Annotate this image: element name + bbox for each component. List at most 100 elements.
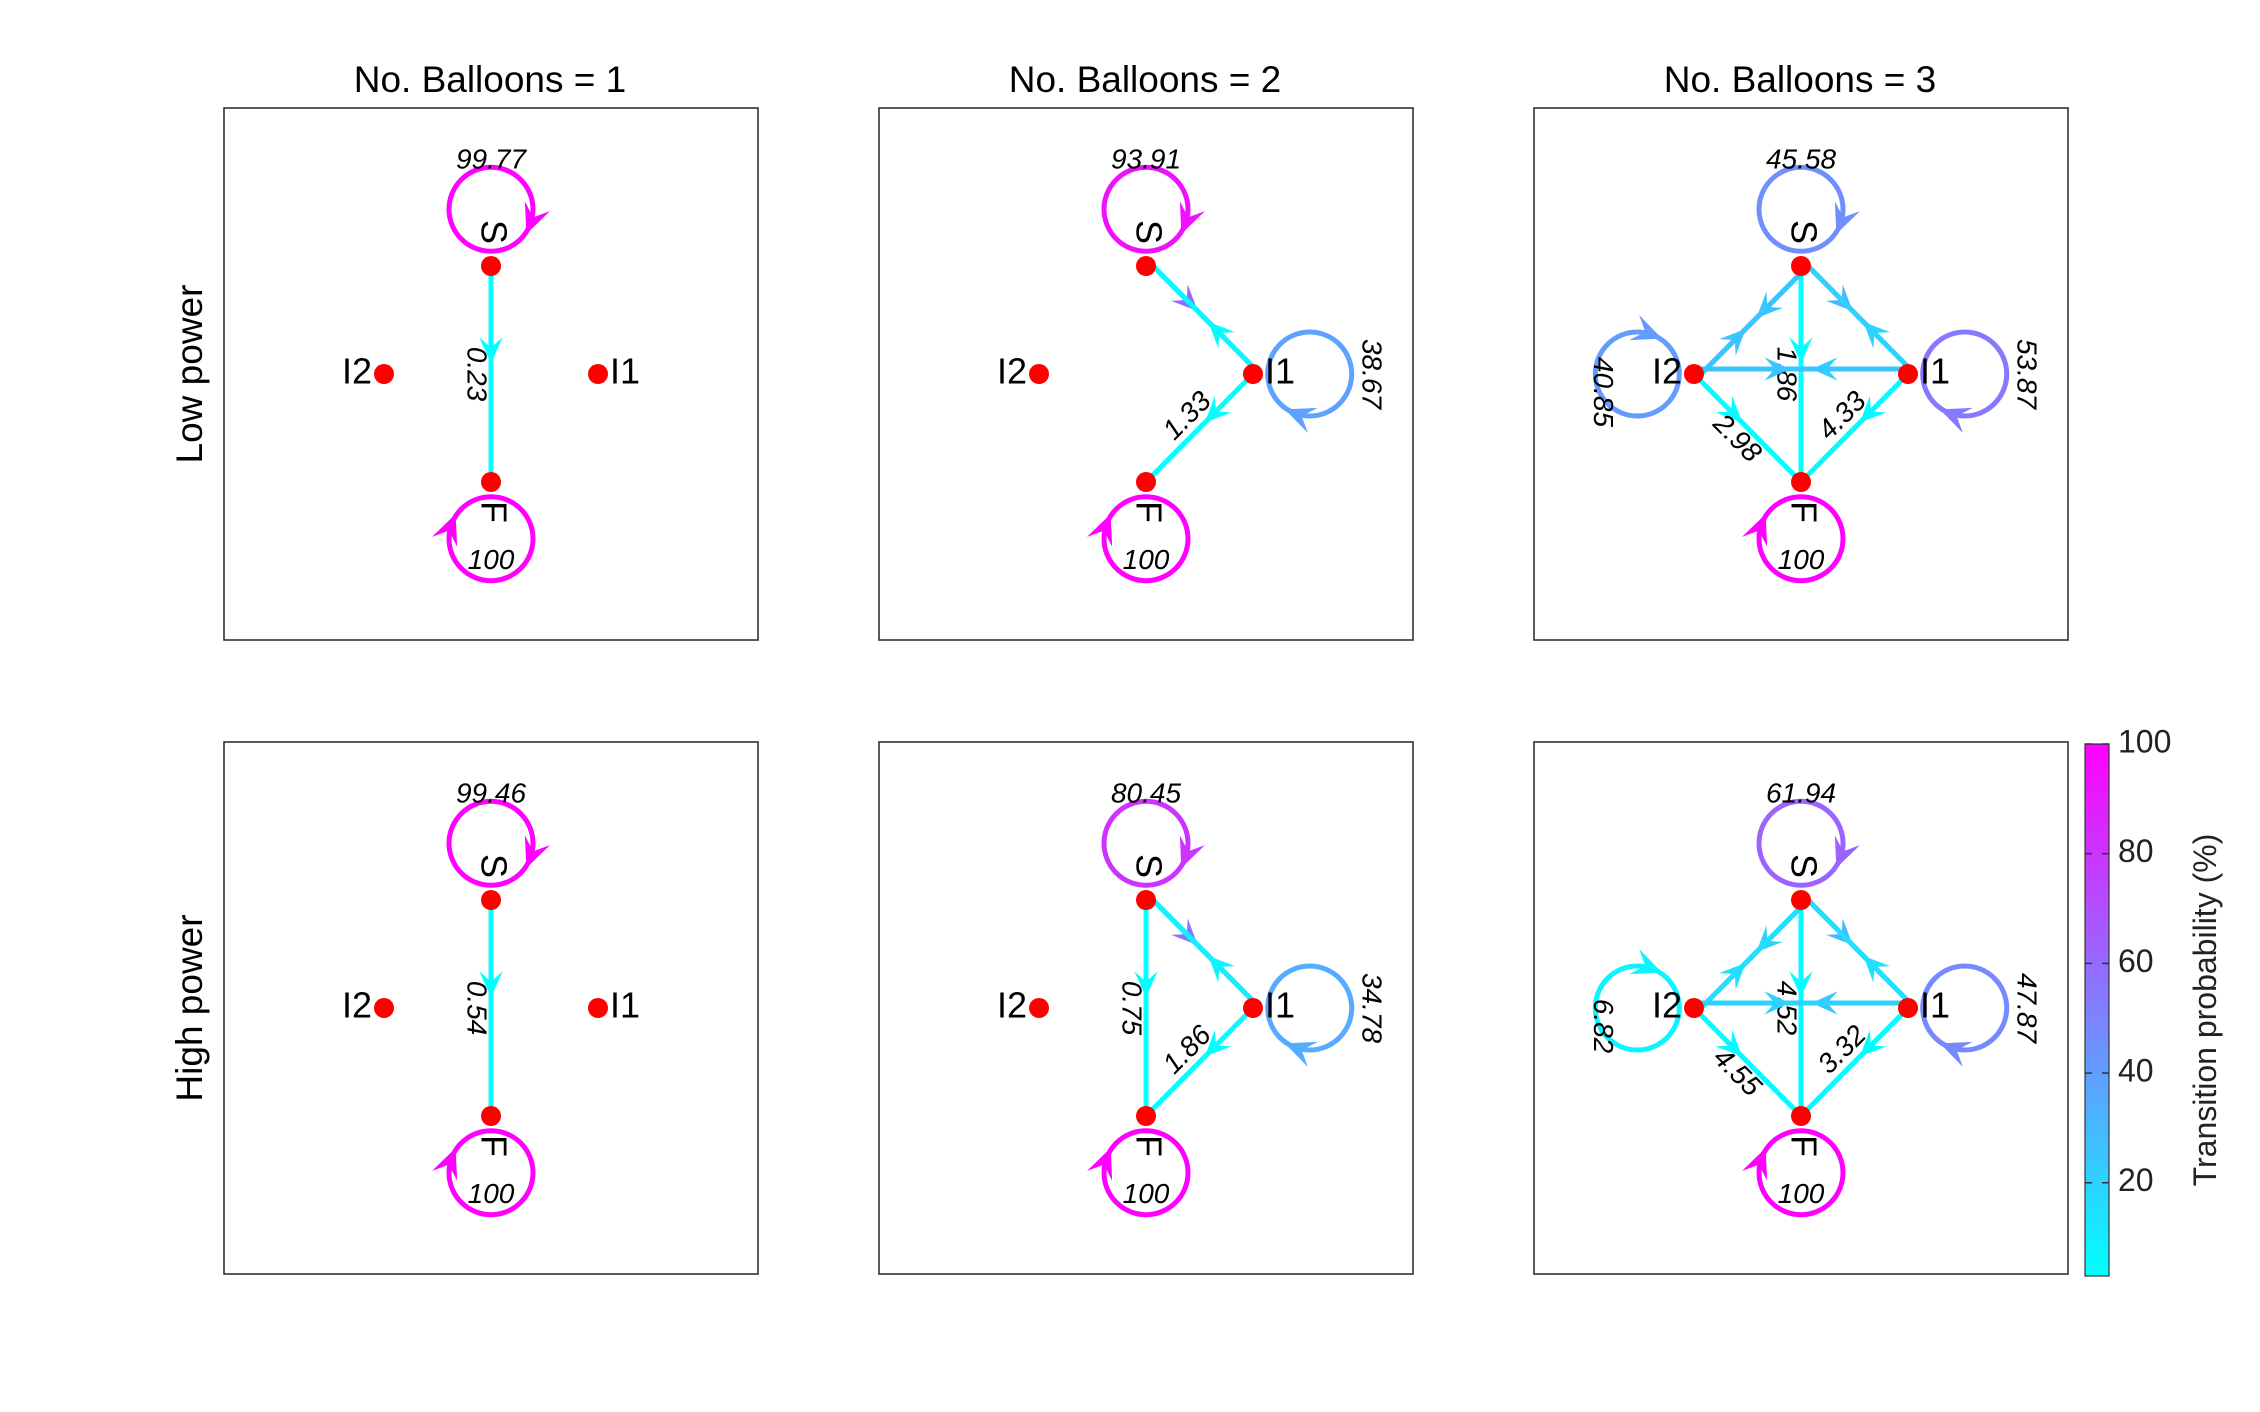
self-loop-arrowhead-F xyxy=(1087,513,1113,547)
self-loop-F xyxy=(1101,494,1191,584)
self-loop-arrowhead-I1 xyxy=(1939,407,1973,433)
node-label-S: S xyxy=(1128,854,1169,878)
self-loop-I1 xyxy=(1265,329,1355,419)
node-I1 xyxy=(588,364,608,384)
self-loop-F xyxy=(1756,494,1846,584)
self-loop-arrowhead-F xyxy=(1742,1147,1768,1181)
arrowhead-S-to-F xyxy=(1789,971,1813,998)
arrowhead-S-to-F xyxy=(479,337,503,364)
node-S xyxy=(481,890,501,910)
node-S xyxy=(481,256,501,276)
self-loop-S xyxy=(1101,164,1191,254)
self-loop-label-F: 100 xyxy=(1778,544,1825,575)
colorbar-tick-label-40: 40 xyxy=(2118,1053,2154,1089)
edge-I2-to-S xyxy=(1695,267,1808,381)
self-loop-label-F: 100 xyxy=(1778,1178,1825,1209)
node-label-I1: I1 xyxy=(610,985,640,1026)
self-loop-I1 xyxy=(1920,329,2010,419)
self-loop-arrowhead-S xyxy=(1179,201,1205,235)
node-label-I2: I2 xyxy=(997,351,1027,392)
node-I2 xyxy=(1684,364,1704,384)
node-label-I1: I1 xyxy=(1920,351,1950,392)
self-loop-label-S: 80.45 xyxy=(1111,778,1181,809)
node-label-S: S xyxy=(1783,220,1824,244)
node-F xyxy=(1791,1106,1811,1126)
node-label-I1: I1 xyxy=(1265,351,1295,392)
self-loop-S xyxy=(1756,164,1846,254)
arrowhead-I1-to-S xyxy=(1863,955,1891,983)
node-label-F: F xyxy=(1128,501,1169,523)
node-F xyxy=(481,472,501,492)
colorbar: 20 40 60 80 100 Transition probability (%) xyxy=(2084,723,2223,1277)
node-label-F: F xyxy=(1128,1135,1169,1157)
colorbar-title: Transition probability (%) xyxy=(2187,834,2223,1187)
self-loop-S xyxy=(446,798,536,888)
node-I2 xyxy=(1029,364,1049,384)
colorbar-gradient xyxy=(2084,743,2110,1277)
edge-I2-to-F xyxy=(1691,371,1804,485)
node-label-I2: I2 xyxy=(342,985,372,1026)
node-label-S: S xyxy=(1783,854,1824,878)
row-label-high-power: High power xyxy=(169,914,210,1101)
arrowhead-I1-to-S xyxy=(1863,321,1891,349)
arrowhead-S-to-F xyxy=(479,971,503,998)
colorbar-tick-label-100: 100 xyxy=(2118,723,2171,759)
self-loop-arrowhead-F xyxy=(432,1147,458,1181)
self-loop-F xyxy=(446,1128,536,1218)
self-loop-label-I1: 47.87 xyxy=(2011,973,2042,1044)
node-label-F: F xyxy=(473,501,514,523)
self-loop-label-S: 45.58 xyxy=(1766,144,1836,175)
self-loop-arrowhead-F xyxy=(432,513,458,547)
node-I2 xyxy=(1029,998,1049,1018)
node-label-I2: I2 xyxy=(342,351,372,392)
node-label-S: S xyxy=(473,854,514,878)
row-label-low-power: Low power xyxy=(169,285,210,464)
self-loop-I2 xyxy=(1592,329,1682,419)
edge-I1-to-S xyxy=(1147,893,1260,1007)
self-loop-arrowhead-S xyxy=(1834,201,1860,235)
arrowhead-I2-to-F xyxy=(1715,395,1743,423)
self-loop-arrowhead-I1 xyxy=(1939,1041,1973,1067)
self-loop-S xyxy=(446,164,536,254)
node-label-I2: I2 xyxy=(1652,985,1682,1026)
edge-label-S-to-F: 0.75 xyxy=(1117,981,1148,1036)
edge-I1-to-F xyxy=(1143,371,1256,485)
self-loop-arrowhead-S xyxy=(524,835,550,869)
edge-I2-to-S xyxy=(1695,901,1808,1015)
node-F xyxy=(1136,472,1156,492)
node-label-I2: I2 xyxy=(1652,351,1682,392)
self-loop-arrowhead-I2 xyxy=(1629,315,1663,341)
self-loop-label-S: 61.94 xyxy=(1766,778,1836,809)
arrowhead-I1-to-F xyxy=(1859,395,1887,423)
node-I1 xyxy=(1243,364,1263,384)
self-loop-I1 xyxy=(1920,963,2010,1053)
arrowhead-S-to-F xyxy=(1134,971,1158,998)
arrowhead-I1-to-F xyxy=(1204,1029,1232,1057)
self-loop-label-S: 93.91 xyxy=(1111,144,1181,175)
self-loop-label-F: 100 xyxy=(1123,544,1170,575)
node-F xyxy=(481,1106,501,1126)
self-loop-arrowhead-I2 xyxy=(1629,949,1663,975)
node-I1 xyxy=(1898,364,1918,384)
column-title-2: No. Balloons = 2 xyxy=(1009,59,1282,100)
node-label-F: F xyxy=(1783,1135,1824,1157)
self-loop-arrowhead-I1 xyxy=(1284,1041,1318,1067)
colorbar-tick-label-60: 60 xyxy=(2118,943,2154,979)
node-I1 xyxy=(588,998,608,1018)
edge-I1-to-F xyxy=(1798,371,1911,485)
edge-label-S-to-F: 0.23 xyxy=(462,347,493,402)
arrowhead-I2-to-I1 xyxy=(1764,991,1791,1015)
edge-I1-to-F xyxy=(1798,1005,1911,1119)
colorbar-tick-label-80: 80 xyxy=(2118,833,2154,869)
node-F xyxy=(1791,472,1811,492)
panel-high-power-1-balloon: 0.54 99.46 100 S I1 I2 F xyxy=(223,741,759,1275)
self-loop-label-I2: 40.85 xyxy=(1588,357,1619,427)
self-loop-label-F: 100 xyxy=(1123,1178,1170,1209)
node-F xyxy=(1136,1106,1156,1126)
self-loop-I1 xyxy=(1265,963,1355,1053)
